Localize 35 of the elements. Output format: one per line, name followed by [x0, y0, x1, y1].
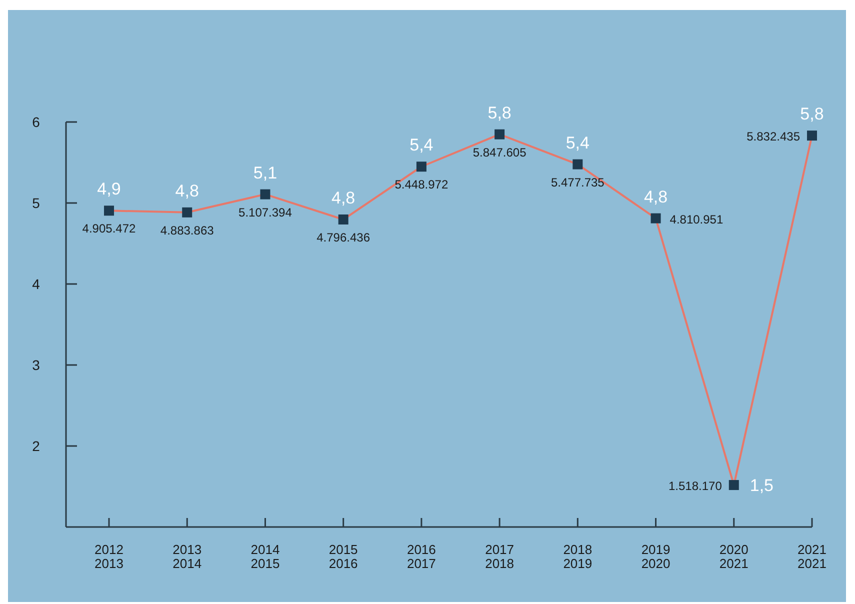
- x-tick-label: 2021 2021: [798, 542, 826, 571]
- y-tick-label: 5: [32, 195, 40, 211]
- annotation: 5.477.735: [550, 175, 605, 190]
- annotation: 4,8: [644, 187, 668, 206]
- y-tick-label: 6: [32, 114, 40, 130]
- x-tick-label: 2014 2015: [250, 542, 280, 571]
- x-tick-label: 2018 2019: [563, 542, 592, 571]
- x-tick-label: 2012 2013: [94, 542, 124, 571]
- annotation: 4.796.436: [316, 230, 370, 244]
- annotation: 4.905.472: [82, 222, 136, 236]
- annotation: 5.107.394: [238, 205, 292, 220]
- y-tick-label: 2: [32, 438, 40, 454]
- x-tick-label: 2013 2014: [172, 542, 202, 571]
- annotation: 5,8: [488, 103, 512, 122]
- annotation: 4,8: [175, 181, 199, 200]
- annotation: 4,9: [97, 180, 121, 199]
- annotation: 5,4: [410, 136, 434, 155]
- y-tick-label: 3: [32, 357, 40, 373]
- x-tick-label: 2020 2021: [719, 542, 748, 571]
- annotation: 5.847.605: [472, 145, 527, 160]
- annotation: 4.883.863: [160, 223, 214, 238]
- annotation: 1.518.170: [668, 479, 722, 494]
- x-tick-label: 2016 2017: [406, 542, 436, 571]
- annotation: 5.832.435: [746, 130, 800, 144]
- x-tick-label: 2017 2018: [485, 542, 514, 571]
- annotation: 5,4: [566, 133, 590, 152]
- annotation: 5.448.972: [394, 178, 448, 192]
- annotation: 4,8: [332, 188, 356, 208]
- x-tick-label: 2015 2016: [328, 542, 358, 571]
- annotation: 4.810.951: [670, 212, 724, 226]
- annotation: 5,8: [800, 104, 824, 124]
- annotation: 5,1: [253, 163, 278, 182]
- annotation: 1,5: [750, 476, 774, 496]
- y-tick-label: 4: [32, 276, 40, 292]
- x-tick-label: 2019 2020: [641, 542, 670, 571]
